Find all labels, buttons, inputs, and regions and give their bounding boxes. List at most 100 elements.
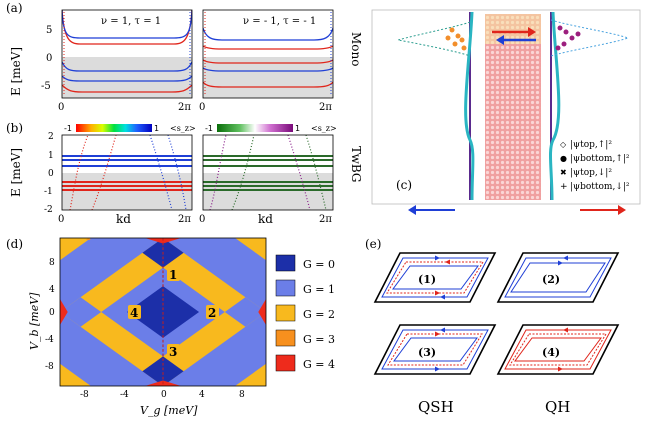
- a-left-frame: [61, 9, 193, 99]
- c-legend-marker-4: +: [560, 182, 568, 192]
- e-cell-4-label: (4): [542, 346, 560, 359]
- b-ytick-m2: -2: [44, 205, 53, 215]
- d-legend-label-1: G = 1: [303, 283, 335, 296]
- panel-b-ylabel: E [meV]: [9, 148, 23, 197]
- b-xtick-2pi-right: 2π: [319, 214, 332, 225]
- panel-c-label: (c): [396, 178, 412, 192]
- e-cell-3-label: (3): [418, 346, 436, 359]
- b-left-cbar-min: -1: [64, 124, 72, 133]
- a-right-title: ν = - 1, τ = - 1: [243, 16, 316, 27]
- b-right-cbar-min: -1: [205, 124, 213, 133]
- panel-e: (e) (1) (2) (3): [365, 237, 620, 416]
- b-ytick-m1: -1: [44, 187, 53, 197]
- d-phase-diagram: [60, 238, 266, 386]
- panel-a: (a) E [meV] Mono 5 0 -5 0 2π 0 2π ν = 1,…: [6, 1, 363, 113]
- d-legend-swatch-4: [275, 354, 296, 372]
- d-region-3: 3: [169, 345, 177, 359]
- a-xtick-2pi-left: 2π: [178, 102, 191, 113]
- c-red-arrowhead-below: [618, 205, 626, 215]
- c-ribbon: [485, 14, 541, 200]
- e-cell-3: (3): [373, 324, 497, 375]
- d-xtick-8: 8: [239, 390, 245, 400]
- e-cell-2: (2): [496, 252, 620, 303]
- d-legend-swatch-0: [275, 254, 296, 272]
- d-ytick-0: 0: [49, 308, 55, 318]
- b-xlabel-left: kd: [116, 212, 131, 226]
- e-cell-1-label: (1): [418, 273, 436, 286]
- b-right-frame: [202, 134, 334, 211]
- a-ytick-0: 0: [46, 53, 52, 64]
- c-left-profile: [464, 11, 475, 201]
- e-cell-4: (4): [496, 324, 620, 375]
- panel-b-side-label: TwBG: [349, 146, 363, 182]
- a-xtick-0-right: 0: [199, 102, 205, 113]
- c-ribbon-blue-arrowhead: [496, 35, 504, 45]
- b-left-cbar-label: <s_z>: [170, 124, 196, 133]
- c-legend-text-4: |ψbottom,↓|²: [570, 182, 630, 192]
- panel-e-label: (e): [365, 237, 381, 251]
- d-region-1: 1: [169, 268, 177, 282]
- a-xtick-0-left: 0: [58, 102, 64, 113]
- d-region-4: 4: [130, 306, 138, 320]
- b-xtick-0-left: 0: [58, 214, 64, 225]
- b-left-frame: [61, 134, 193, 211]
- d-legend-label-2: G = 2: [303, 308, 335, 321]
- panel-a-label: (a): [6, 1, 23, 15]
- d-ytick-m4: -4: [45, 335, 54, 345]
- e-label-qsh: QSH: [418, 398, 454, 416]
- a-ytick-5: 5: [46, 25, 52, 36]
- c-legend-text-1: |ψtop,↑|²: [570, 140, 612, 150]
- b-xlabel-right: kd: [258, 212, 273, 226]
- a-xtick-2pi-right: 2π: [319, 102, 332, 113]
- panel-d: (d) 1 2 3: [6, 237, 335, 417]
- a-ytick-m5: -5: [41, 81, 51, 92]
- d-region-4-bg: [128, 305, 141, 319]
- b-ytick-1: 1: [48, 151, 54, 161]
- e-label-qh: QH: [545, 398, 570, 416]
- a-right-plot: [203, 12, 333, 98]
- d-xtick-m4: -4: [120, 390, 129, 400]
- b-right-cbar-label: <s_z>: [311, 124, 337, 133]
- b-xtick-2pi-left: 2π: [178, 214, 191, 225]
- d-legend-label-3: G = 3: [303, 333, 335, 346]
- d-region-2: 2: [208, 306, 216, 320]
- c-legend-text-3: |ψtop,↓|²: [570, 168, 612, 178]
- d-frame: [59, 237, 267, 387]
- a-left-title: ν = 1, τ = 1: [101, 16, 161, 27]
- c-left-top-up-peak: [397, 21, 471, 57]
- panel-a-ylabel: E [meV]: [9, 47, 23, 96]
- c-legend-marker-3: ✖: [560, 168, 567, 177]
- d-xtick-m8: -8: [80, 390, 89, 400]
- d-xtick-0: 0: [161, 390, 167, 400]
- e-cell-1: (1): [373, 252, 497, 303]
- d-xtick-4: 4: [199, 390, 205, 400]
- b-left-plot: [62, 135, 192, 210]
- b-left-colorbar: [76, 124, 152, 132]
- panel-b-label: (b): [6, 121, 23, 135]
- b-xtick-0-right: 0: [199, 214, 205, 225]
- c-right-purple-points: [555, 25, 581, 51]
- d-ytick-4: 4: [49, 285, 55, 295]
- b-ytick-2: 2: [48, 132, 54, 142]
- d-legend-label-0: G = 0: [303, 258, 335, 271]
- panel-a-side-label: Mono: [349, 32, 363, 66]
- d-xlabel: V_g [meV]: [140, 404, 198, 417]
- a-left-plot: [62, 10, 192, 98]
- d-region-2-bg: [206, 305, 219, 319]
- d-legend-swatch-2: [275, 304, 296, 322]
- b-right-plot: [203, 135, 333, 210]
- d-ytick-m8: -8: [45, 362, 54, 372]
- d-region-labels: 1 2 3 4: [128, 267, 219, 359]
- panel-b: (b) E [meV] TwBG 2 1 0 -1 -2 0 2π 0 2π k…: [6, 121, 363, 226]
- e-cell-2-label: (2): [542, 273, 560, 286]
- d-legend-label-4: G = 4: [303, 358, 335, 371]
- c-right-bottom-down-peak: [550, 19, 630, 57]
- d-region-1-bg: [167, 267, 180, 281]
- b-left-cbar-max: 1: [154, 124, 159, 133]
- panel-c: ◇ |ψtop,↑|² ● |ψbottom,↑|² ✖ |ψtop,↓|² +…: [371, 9, 641, 215]
- d-legend-swatch-1: [275, 279, 296, 297]
- c-right-profile: [548, 11, 561, 201]
- c-legend-marker-2: ●: [560, 154, 567, 163]
- c-legend: ◇ |ψtop,↑|² ● |ψbottom,↑|² ✖ |ψtop,↓|² +…: [560, 140, 630, 192]
